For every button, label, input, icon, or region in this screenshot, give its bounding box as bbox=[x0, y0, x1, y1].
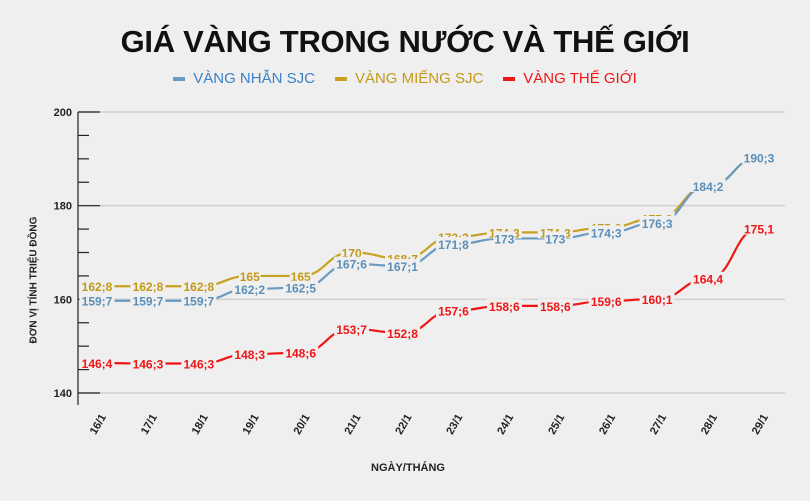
x-tick-label: 26/1 bbox=[597, 412, 618, 437]
data-label: 162;5 bbox=[285, 282, 316, 296]
x-tick-label: 16/1 bbox=[88, 412, 109, 437]
x-tick-label: 21/1 bbox=[342, 412, 363, 437]
chart-title: GIÁ VÀNG TRONG NƯỚC VÀ THẾ GIỚI bbox=[120, 24, 690, 59]
legend-swatch-vang-the-gioi bbox=[503, 76, 516, 81]
data-label: 148;6 bbox=[285, 347, 316, 361]
legend-item-vang-the-gioi: VÀNG THẾ GIỚI bbox=[503, 70, 637, 87]
data-label: 162;8 bbox=[82, 280, 113, 294]
legend: VÀNG NHẪN SJC VÀNG MIẾNG SJC VÀNG THẾ GI… bbox=[0, 70, 810, 87]
data-label: 148;3 bbox=[234, 348, 265, 362]
data-label: 146;3 bbox=[183, 357, 214, 371]
data-label: 158;6 bbox=[489, 300, 520, 314]
x-tick-label: 27/1 bbox=[648, 412, 669, 437]
data-label: 160;1 bbox=[642, 293, 673, 307]
data-label: 146;3 bbox=[133, 357, 164, 371]
x-tick-label: 28/1 bbox=[699, 412, 720, 437]
series-lines bbox=[96, 156, 760, 365]
data-label: 157;6 bbox=[438, 305, 469, 319]
data-label: 175,1 bbox=[744, 223, 774, 237]
legend-swatch-vang-mieng bbox=[334, 76, 347, 81]
data-label: 159;7 bbox=[82, 295, 113, 309]
data-label: 153;7 bbox=[336, 323, 367, 337]
data-label: 164,4 bbox=[693, 273, 723, 287]
x-tick-label: 25/1 bbox=[546, 412, 567, 437]
x-tick-label: 23/1 bbox=[444, 412, 465, 437]
x-axis-label: NGÀY/THÁNG bbox=[371, 462, 445, 474]
x-tick-label: 18/1 bbox=[190, 412, 211, 437]
data-label: 152;8 bbox=[387, 327, 418, 341]
data-label: 165 bbox=[291, 270, 311, 284]
data-labels: 162;8162;8162;8165165170168;7173;3174;31… bbox=[79, 150, 777, 371]
data-label: 158;6 bbox=[540, 300, 571, 314]
data-label: 171;8 bbox=[438, 238, 469, 252]
legend-label-vang-mieng: VÀNG MIẾNG SJC bbox=[354, 70, 484, 87]
legend-label-vang-nhan: VÀNG NHẪN SJC bbox=[193, 70, 315, 87]
y-tick-label: 140 bbox=[54, 388, 72, 400]
data-label: 159;7 bbox=[183, 295, 214, 309]
data-label: 176;3 bbox=[642, 217, 673, 231]
x-tick-label: 24/1 bbox=[495, 412, 516, 437]
x-tick-label: 20/1 bbox=[292, 412, 313, 437]
data-label: 173 bbox=[545, 232, 565, 246]
x-tick-label: 22/1 bbox=[393, 412, 414, 437]
legend-item-vang-mieng: VÀNG MIẾNG SJC bbox=[334, 70, 484, 87]
data-label: 159;6 bbox=[591, 295, 622, 309]
data-label: 167;6 bbox=[336, 258, 367, 272]
data-label: 162;8 bbox=[133, 280, 164, 294]
data-label: 146;4 bbox=[82, 357, 113, 371]
data-label: 162;8 bbox=[183, 280, 214, 294]
y-tick-label: 200 bbox=[54, 107, 72, 119]
x-tick-label: 29/1 bbox=[750, 412, 771, 437]
legend-label-vang-the-gioi: VÀNG THẾ GIỚI bbox=[523, 70, 637, 87]
legend-swatch-vang-nhan bbox=[173, 76, 186, 81]
data-label: 184;2 bbox=[693, 180, 724, 194]
legend-item-vang-nhan: VÀNG NHẪN SJC bbox=[173, 70, 315, 87]
data-label: 173 bbox=[494, 232, 514, 246]
y-tick-label: 160 bbox=[54, 294, 72, 306]
x-tick-label: 19/1 bbox=[241, 412, 262, 437]
data-label: 167;1 bbox=[387, 260, 418, 274]
y-tick-label: 180 bbox=[54, 201, 72, 213]
x-tick-label: 17/1 bbox=[139, 412, 160, 437]
data-label: 162;2 bbox=[234, 283, 265, 297]
data-label: 190;3 bbox=[744, 151, 775, 165]
x-axis-ticks: 16/1 17/1 18/1 19/1 20/1 21/1 22/1 23/1 24/1 25/1… bbox=[88, 412, 771, 437]
data-label: 159;7 bbox=[133, 295, 164, 309]
data-label: 165 bbox=[240, 270, 260, 284]
data-label: 174;3 bbox=[591, 226, 622, 240]
